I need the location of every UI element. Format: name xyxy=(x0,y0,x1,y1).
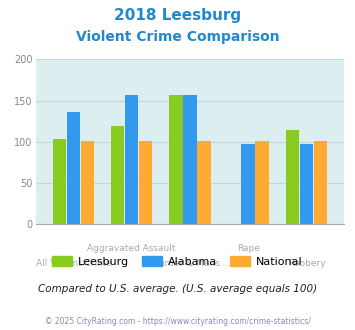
Bar xyxy=(139,141,152,224)
Bar xyxy=(314,141,327,224)
Bar xyxy=(197,141,211,224)
Bar xyxy=(67,112,80,224)
Text: 2018 Leesburg: 2018 Leesburg xyxy=(114,8,241,23)
Bar xyxy=(53,139,66,224)
Bar xyxy=(111,126,124,224)
Bar xyxy=(169,95,182,224)
Text: Murder & Mans...: Murder & Mans... xyxy=(151,259,229,268)
Bar xyxy=(125,95,138,224)
Bar xyxy=(81,141,94,224)
Legend: Leesburg, Alabama, National: Leesburg, Alabama, National xyxy=(48,251,307,271)
Text: All Violent Crime: All Violent Crime xyxy=(36,259,111,268)
Text: Violent Crime Comparison: Violent Crime Comparison xyxy=(76,30,279,44)
Bar xyxy=(300,144,313,224)
Text: Rape: Rape xyxy=(237,244,260,253)
Bar xyxy=(256,141,269,224)
Bar xyxy=(286,130,299,224)
Text: © 2025 CityRating.com - https://www.cityrating.com/crime-statistics/: © 2025 CityRating.com - https://www.city… xyxy=(45,317,310,326)
Text: Aggravated Assault: Aggravated Assault xyxy=(87,244,176,253)
Bar xyxy=(241,145,255,224)
Text: Robbery: Robbery xyxy=(288,259,325,268)
Text: Compared to U.S. average. (U.S. average equals 100): Compared to U.S. average. (U.S. average … xyxy=(38,284,317,294)
Bar xyxy=(183,95,197,224)
